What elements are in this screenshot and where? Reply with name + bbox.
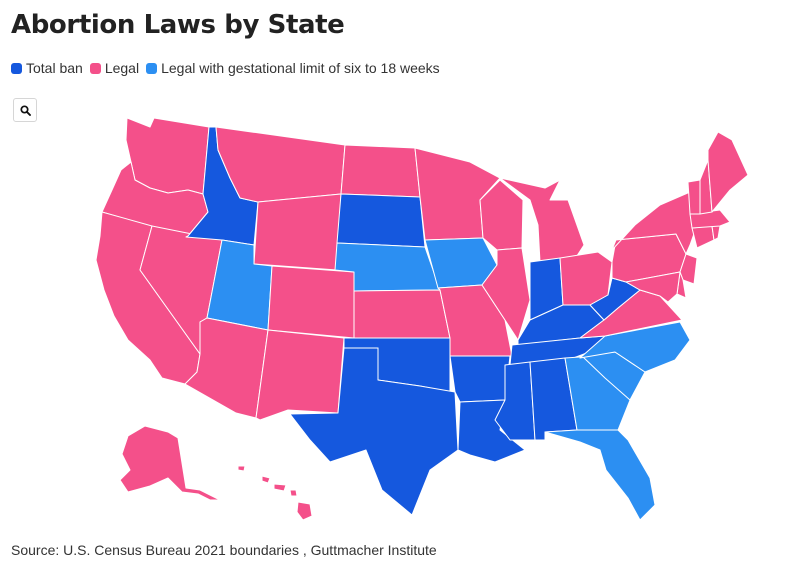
state-ND[interactable] <box>340 144 421 198</box>
state-WY[interactable] <box>253 193 342 271</box>
legend-label-gestational-limit: Legal with gestational limit of six to 1… <box>161 60 440 76</box>
legend: Total ban Legal Legal with gestational l… <box>11 60 447 76</box>
state-AK[interactable] <box>119 425 221 501</box>
state-TX[interactable] <box>289 347 459 516</box>
map-title: Abortion Laws by State <box>11 10 345 40</box>
state-AR[interactable] <box>449 355 511 403</box>
state-RI[interactable] <box>711 225 721 241</box>
state-HI[interactable] <box>237 465 313 521</box>
legend-swatch-legal <box>89 62 101 74</box>
legend-item-gestational-limit[interactable]: Legal with gestational limit of six to 1… <box>146 60 440 76</box>
state-NM[interactable] <box>255 329 345 421</box>
state-MI[interactable] <box>499 177 585 263</box>
state-IL[interactable] <box>481 247 531 341</box>
state-SD[interactable] <box>336 193 426 248</box>
us-states-map <box>95 117 749 521</box>
state-ME[interactable] <box>707 131 749 213</box>
legend-item-total-ban[interactable]: Total ban <box>11 60 83 76</box>
state-KS[interactable] <box>353 289 451 339</box>
magnifier-icon <box>19 104 31 116</box>
state-NJ[interactable] <box>679 253 698 285</box>
source-note: Source: U.S. Census Bureau 2021 boundari… <box>11 542 437 558</box>
state-FL[interactable] <box>544 429 656 521</box>
state-CT[interactable] <box>691 225 715 249</box>
legend-swatch-gestational-limit <box>146 62 158 74</box>
state-MD[interactable] <box>625 271 681 303</box>
legend-label-total-ban: Total ban <box>26 60 83 76</box>
legend-label-legal: Legal <box>104 60 140 76</box>
legend-item-legal[interactable]: Legal <box>89 60 140 76</box>
legend-swatch-total-ban <box>11 62 22 74</box>
state-VT[interactable] <box>687 179 701 215</box>
state-NY[interactable] <box>611 191 697 255</box>
state-CO[interactable] <box>267 265 355 339</box>
map-search-button[interactable] <box>13 98 37 122</box>
